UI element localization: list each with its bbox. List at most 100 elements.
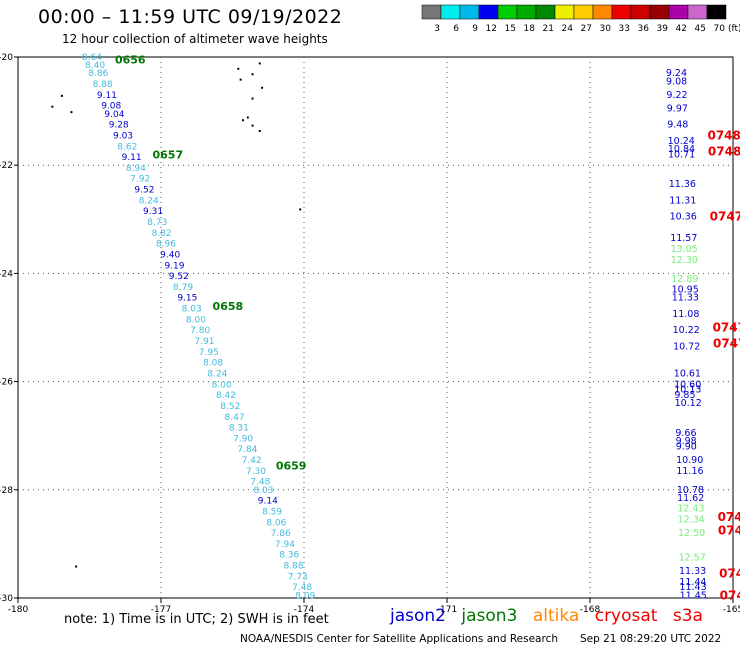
time-label: 0659 <box>276 459 307 472</box>
swh-point: 11.57 <box>670 233 697 244</box>
scale-label: 9 <box>472 24 478 34</box>
scale-label: 3 <box>434 24 440 34</box>
island-speck <box>239 78 242 81</box>
island-speck <box>258 130 261 133</box>
time-label: 0658 <box>213 300 244 313</box>
swh-point: 11.45 <box>680 590 707 601</box>
lon-label: -171 <box>437 605 457 615</box>
swh-point: 8.31 <box>229 424 249 434</box>
swh-point: 9.52 <box>169 272 189 282</box>
island-speck <box>237 67 240 70</box>
lon-label: -174 <box>294 605 315 615</box>
swh-point: 8.42 <box>216 391 236 401</box>
swh-point: 8.86 <box>88 69 108 79</box>
swh-point: 8.62 <box>117 142 137 152</box>
swh-point: 9.03 <box>113 131 133 141</box>
swh-point: 11.62 <box>677 493 704 504</box>
swh-point: 7.86 <box>271 529 291 539</box>
island-speck <box>60 94 63 97</box>
scale-unit: (ft) <box>728 24 740 34</box>
swh-point: 10.78 <box>677 485 704 496</box>
swh-point: 9.90 <box>676 442 697 453</box>
map-title: 00:00 – 11:59 UTC 09/19/2022 <box>38 6 343 28</box>
swh-point: 12.89 <box>671 274 698 285</box>
legend-jason3: jason3 <box>461 606 518 626</box>
island-speck <box>242 119 245 122</box>
island-speck <box>261 86 264 89</box>
footer-timestamp: Sep 21 08:29:20 UTC 2022 <box>580 633 722 645</box>
swh-point: 8.73 <box>147 218 167 228</box>
scale-label: 39 <box>657 24 669 34</box>
island-speck <box>51 105 54 108</box>
swh-point: 12.30 <box>671 255 698 266</box>
scale-label: 33 <box>619 24 630 34</box>
legend-s3a: s3a <box>672 606 703 626</box>
swh-point: 7.84 <box>237 445 257 455</box>
swh-point: 8.59 <box>262 507 282 517</box>
swh-point: 8.00 <box>212 380 232 390</box>
swh-point: 10.71 <box>668 149 695 160</box>
time-label: 0748 <box>708 145 740 159</box>
island-speck <box>75 565 78 568</box>
swh-point: 11.44 <box>679 577 706 588</box>
scale-label: 30 <box>600 24 612 34</box>
scale-label: 24 <box>562 24 574 34</box>
swh-point: 10.72 <box>673 341 700 352</box>
swh-point: 7.30 <box>246 467 266 477</box>
satellite-legend: jason2 jason3 altika cryosat s3a <box>390 606 713 626</box>
legend-jason2: jason2 <box>390 606 446 626</box>
swh-point: 8.24 <box>207 369 227 379</box>
swh-point: 9.11 <box>122 153 142 163</box>
legend-cryosat: cryosat <box>594 606 658 626</box>
swh-point: 11.43 <box>679 582 706 593</box>
time-label: 0745 <box>719 567 740 581</box>
time-label: 0656 <box>115 54 146 67</box>
swh-point: 11.33 <box>672 293 699 304</box>
island-speck <box>251 124 254 127</box>
swh-point: 12.57 <box>679 552 706 563</box>
swh-point: 9.14 <box>258 497 278 507</box>
swh-point: 10.61 <box>674 368 701 379</box>
island-speck <box>246 116 249 119</box>
swh-point: 11.36 <box>669 179 696 190</box>
swh-point: 11.31 <box>669 195 696 206</box>
swh-point: 10.60 <box>674 379 701 390</box>
swh-point: 8.08 <box>203 359 223 369</box>
lon-label: -168 <box>580 605 601 615</box>
lon-label: -180 <box>8 605 29 615</box>
swh-point: 7.73 <box>288 572 308 582</box>
scale-label: 15 <box>505 24 516 34</box>
time-label: 0748 <box>707 128 740 142</box>
footer-agency: NOAA/NESDIS Center for Satellite Applica… <box>240 633 558 645</box>
swh-point: 7.48 <box>250 478 270 488</box>
swh-point: 9.08 <box>666 76 687 87</box>
swh-point: 9.31 <box>143 207 163 217</box>
swh-point: 11.33 <box>679 566 706 577</box>
swh-point: 10.13 <box>674 385 701 396</box>
map-frame <box>17 56 734 599</box>
swh-point: 7.90 <box>233 434 253 444</box>
scale-label: 70 <box>714 24 726 34</box>
swh-point: 8.94 <box>126 164 146 174</box>
swh-point: 8.88 <box>284 562 304 572</box>
lat-label: -22 <box>0 161 13 171</box>
swh-point: 11.16 <box>676 466 703 477</box>
swh-point: 9.66 <box>675 428 696 439</box>
lat-label: -30 <box>0 594 13 604</box>
lat-label: -28 <box>0 486 13 496</box>
swh-point: 9.97 <box>667 103 688 114</box>
swh-point: 9.40 <box>160 250 180 260</box>
scale-label: 18 <box>524 24 536 34</box>
swh-point: 8.47 <box>225 413 245 423</box>
swh-point: 8.03 <box>182 305 202 315</box>
island-speck <box>251 97 254 100</box>
swh-point: 10.90 <box>676 455 703 466</box>
swh-point: 8.96 <box>156 240 176 250</box>
swh-point: 8.06 <box>266 518 286 528</box>
map-subtitle: 12 hour collection of altimeter wave hei… <box>62 32 328 46</box>
swh-point: 9.15 <box>177 294 197 304</box>
swh-point: 12.50 <box>678 528 705 539</box>
swh-point: 10.22 <box>673 325 700 336</box>
lon-label: -165 <box>723 605 740 615</box>
swh-point: 8.52 <box>220 402 240 412</box>
